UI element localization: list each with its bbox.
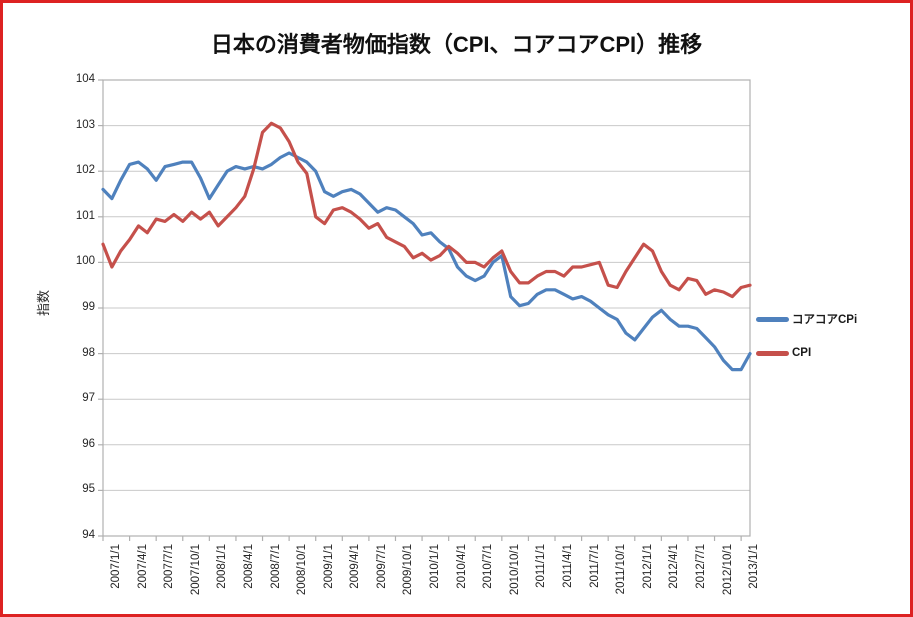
legend-label-corecore-cpi: コアコアCPi (792, 314, 858, 326)
y-tick-label: 97 (82, 392, 95, 405)
x-tick-label: 2011/1/1 (535, 544, 548, 588)
x-tick-label: 2010/7/1 (482, 544, 495, 589)
y-axis-title: 指数 (36, 289, 51, 317)
series-line-cpi (101, 121, 752, 299)
x-tick-label: 2012/7/1 (694, 544, 707, 589)
x-tick-label: 2011/7/1 (588, 544, 601, 588)
y-tick-label: 99 (82, 301, 95, 313)
series-line-corecore-cpi (101, 151, 752, 372)
legend-line-swatch-cpi (756, 350, 789, 356)
x-tick-label: 2008/1/1 (216, 544, 229, 589)
x-tick-label: 2009/7/1 (375, 544, 388, 589)
x-tick-label: 2012/1/1 (641, 544, 654, 589)
x-tick-label: 2012/4/1 (668, 544, 681, 589)
y-tick-label: 100 (75, 255, 95, 268)
x-tick-label: 2009/4/1 (349, 544, 362, 589)
y-tick-label: 98 (82, 346, 95, 359)
x-tick-label: 2011/10/1 (615, 544, 628, 595)
legend-item-corecore-cpi: コアコアCPi (756, 311, 906, 327)
legend: コアコアCPi CPI (756, 311, 906, 379)
x-tick-label: 2008/4/1 (242, 544, 255, 589)
x-tick-label: 2008/7/1 (269, 544, 282, 589)
y-tick-label: 103 (75, 118, 95, 131)
x-tick-label: 2011/4/1 (562, 544, 574, 588)
legend-line-swatch-corecore-cpi (756, 316, 789, 322)
legend-label-cpi: CPI (792, 347, 812, 359)
x-tick-label: 2013/1/1 (748, 544, 761, 589)
chart-plot-area (98, 79, 752, 541)
y-tick-label: 102 (75, 164, 95, 177)
x-tick-label: 2007/7/1 (163, 544, 176, 589)
y-tick-label: 96 (82, 437, 95, 450)
x-tick-label: 2007/4/1 (136, 544, 149, 589)
y-tick-label: 95 (82, 483, 95, 496)
x-tick-label: 2008/10/1 (296, 544, 309, 596)
y-tick-label: 104 (75, 73, 95, 85)
x-tick-label: 2010/1/1 (429, 544, 442, 589)
legend-item-cpi: CPI (756, 347, 906, 359)
x-tick-label: 2007/10/1 (189, 544, 202, 596)
x-tick-label: 2010/10/1 (508, 544, 521, 596)
x-tick-label: 2007/1/1 (110, 544, 122, 589)
x-tick-label: 2009/10/1 (402, 544, 415, 596)
y-tick-label: 101 (75, 209, 95, 222)
x-tick-label: 2009/1/1 (322, 544, 335, 589)
x-tick-label: 2010/4/1 (455, 544, 468, 589)
x-tick-label: 2012/10/1 (721, 544, 734, 596)
chart-title: 日本の消費者物価指数（CPI、コアコアCPI）推移 (210, 32, 703, 57)
y-tick-label: 94 (82, 529, 95, 541)
